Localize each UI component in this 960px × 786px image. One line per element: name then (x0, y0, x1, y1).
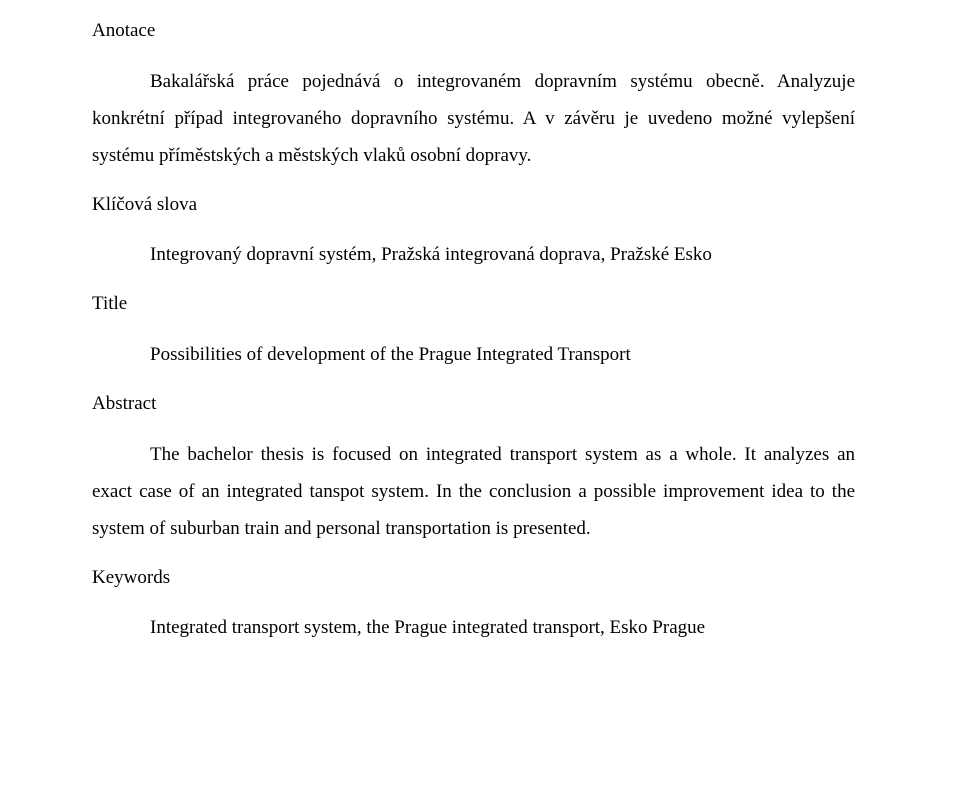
body-klicova-slova: Integrovaný dopravní systém, Pražská int… (92, 236, 855, 273)
body-title: Possibilities of development of the Prag… (92, 336, 855, 373)
heading-abstract: Abstract (92, 391, 855, 418)
document-page: Anotace Bakalářská práce pojednává o int… (0, 0, 960, 786)
heading-title: Title (92, 291, 855, 318)
body-abstract: The bachelor thesis is focused on integr… (92, 436, 855, 547)
body-keywords: Integrated transport system, the Prague … (92, 609, 855, 646)
heading-keywords: Keywords (92, 565, 855, 592)
heading-anotace: Anotace (92, 18, 855, 45)
heading-klicova-slova: Klíčová slova (92, 192, 855, 219)
body-anotace: Bakalářská práce pojednává o integrované… (92, 63, 855, 174)
